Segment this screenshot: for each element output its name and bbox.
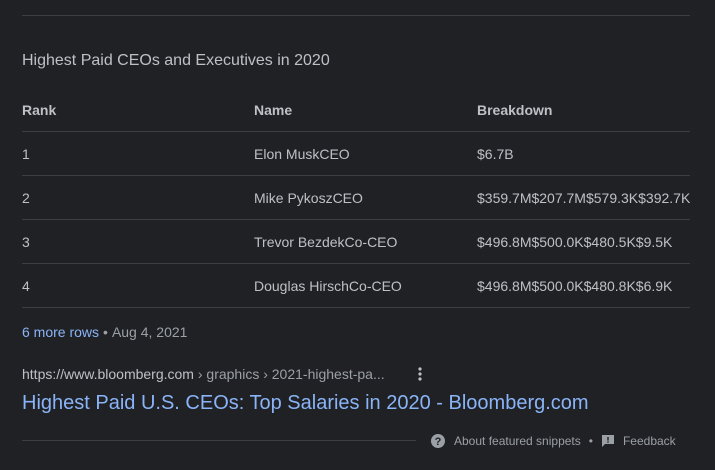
cell-name: Elon MuskCEO bbox=[254, 145, 350, 162]
more-rows-line: 6 more rows • Aug 4, 2021 bbox=[22, 323, 187, 341]
table-row: 2 Mike PykoszCEO $359.7M$207.7M$579.3K$3… bbox=[22, 176, 690, 220]
more-rows-link[interactable]: 6 more rows bbox=[22, 324, 100, 340]
cell-rank: 3 bbox=[22, 233, 30, 250]
cell-breakdown: $6.7B bbox=[477, 145, 514, 162]
cell-breakdown: $496.8M$500.0K$480.5K$9.5K bbox=[477, 233, 673, 250]
result-path: › graphics › 2021-highest-pa... bbox=[193, 366, 385, 382]
table-row: 4 Douglas HirschCo-CEO $496.8M$500.0K$48… bbox=[22, 264, 690, 308]
table-header-row: Rank Name Breakdown bbox=[22, 89, 690, 132]
more-vert-icon[interactable] bbox=[412, 364, 428, 384]
feedback-label: Feedback bbox=[622, 434, 676, 448]
table-row: 3 Trevor BezdekCo-CEO $496.8M$500.0K$480… bbox=[22, 220, 690, 264]
cell-rank: 2 bbox=[22, 189, 30, 206]
snippet-footer: ? About featured snippets • Feedback bbox=[430, 432, 676, 450]
about-featured-snippets-label: About featured snippets bbox=[454, 434, 581, 448]
cell-name: Mike PykoszCEO bbox=[254, 189, 363, 206]
svg-text:?: ? bbox=[435, 436, 442, 448]
feedback-button[interactable]: Feedback bbox=[601, 434, 676, 448]
result-title-link[interactable]: Highest Paid U.S. CEOs: Top Salaries in … bbox=[22, 392, 589, 414]
header-breakdown: Breakdown bbox=[477, 102, 553, 118]
help-circle-icon: ? bbox=[431, 434, 445, 448]
cell-name: Douglas HirschCo-CEO bbox=[254, 277, 402, 294]
snippet-title: Highest Paid CEOs and Executives in 2020 bbox=[22, 52, 330, 69]
cell-name: Trevor BezdekCo-CEO bbox=[254, 233, 398, 250]
footer-separator: • bbox=[588, 434, 593, 448]
header-rank: Rank bbox=[22, 102, 57, 118]
bottom-divider bbox=[22, 440, 416, 441]
result-domain: https://www.bloomberg.com bbox=[22, 366, 194, 382]
snippet-date: Aug 4, 2021 bbox=[111, 324, 188, 340]
table-row: 1 Elon MuskCEO $6.7B bbox=[22, 132, 690, 176]
cell-rank: 1 bbox=[22, 145, 30, 162]
snippet-table: Rank Name Breakdown 1 Elon MuskCEO $6.7B… bbox=[22, 89, 690, 308]
header-name: Name bbox=[254, 102, 293, 118]
result-url: https://www.bloomberg.com › graphics › 2… bbox=[22, 365, 385, 383]
cell-rank: 4 bbox=[22, 277, 30, 294]
separator-dot: • bbox=[103, 324, 108, 340]
feedback-icon bbox=[601, 435, 614, 447]
cell-breakdown: $359.7M$207.7M$579.3K$392.7K bbox=[477, 189, 690, 206]
top-divider bbox=[22, 15, 690, 16]
about-featured-snippets-button[interactable]: ? About featured snippets bbox=[430, 433, 581, 449]
cell-breakdown: $496.8M$500.0K$480.8K$6.9K bbox=[477, 277, 673, 294]
